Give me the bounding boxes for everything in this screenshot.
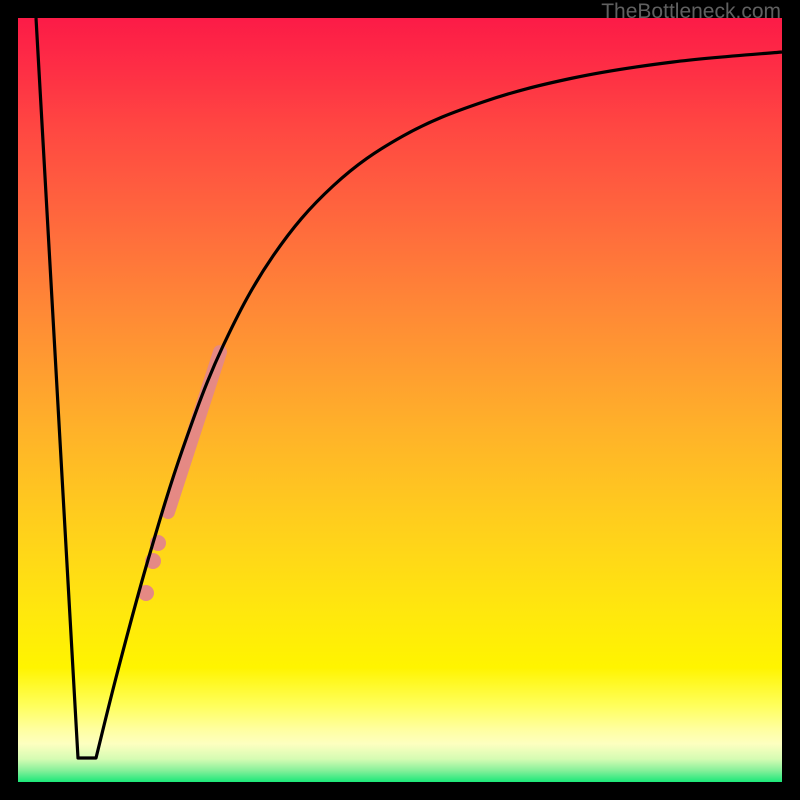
watermark-text: TheBottleneck.com [601, 0, 781, 22]
bottleneck-curve [36, 18, 782, 758]
curve-layer [18, 18, 782, 782]
highlight-segment [168, 352, 220, 512]
